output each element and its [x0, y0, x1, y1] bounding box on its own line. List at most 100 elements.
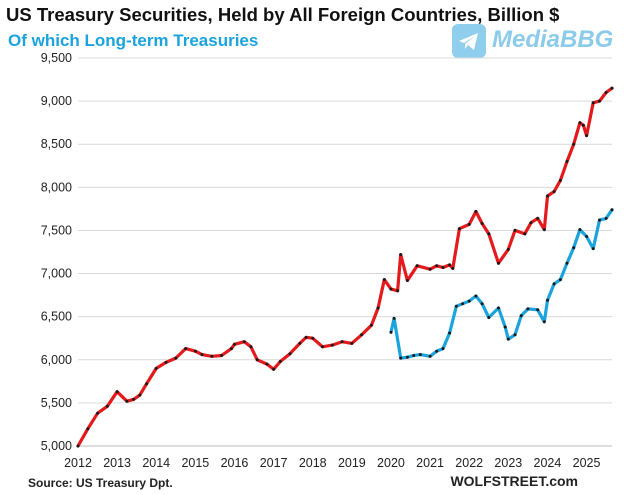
- data-point: [229, 347, 233, 351]
- data-point: [536, 216, 540, 220]
- y-tick-label: 5,000: [41, 439, 72, 453]
- data-point: [360, 333, 364, 337]
- data-point: [418, 353, 422, 357]
- data-point: [558, 278, 562, 282]
- x-tick-label: 2025: [573, 456, 601, 470]
- data-point: [265, 362, 269, 366]
- y-tick-label: 9,500: [41, 51, 72, 65]
- data-point: [435, 349, 439, 353]
- data-point: [389, 330, 393, 334]
- data-point: [115, 390, 119, 394]
- x-tick-label: 2024: [534, 456, 562, 470]
- data-point: [330, 343, 334, 347]
- watermark-text: MediaBBG: [492, 26, 614, 53]
- data-point: [598, 218, 601, 222]
- data-point: [249, 345, 253, 349]
- credit-text: WOLFSTREET.com: [450, 473, 578, 489]
- data-point: [340, 340, 344, 344]
- data-point: [451, 266, 455, 270]
- data-point: [105, 404, 109, 408]
- chart-title: US Treasury Securities, Held by All Fore…: [6, 4, 560, 25]
- y-tick-label: 7,000: [41, 267, 72, 281]
- data-point: [304, 335, 308, 339]
- data-point: [552, 190, 556, 194]
- data-point: [389, 287, 393, 291]
- x-tick-label: 2013: [103, 456, 131, 470]
- data-point: [585, 235, 589, 238]
- x-tick-label: 2022: [455, 456, 483, 470]
- x-tick-label: 2017: [260, 456, 288, 470]
- y-tick-label: 6,500: [41, 310, 72, 324]
- data-point: [572, 246, 576, 250]
- data-point: [435, 264, 439, 268]
- x-tick-label: 2014: [142, 456, 170, 470]
- data-point: [572, 142, 576, 146]
- x-tick-label: 2012: [64, 456, 92, 470]
- data-point: [513, 333, 517, 337]
- data-point: [412, 354, 416, 357]
- data-point: [503, 325, 507, 329]
- data-point: [272, 367, 276, 371]
- data-point: [369, 323, 373, 327]
- data-point: [497, 261, 500, 265]
- data-point: [610, 208, 614, 212]
- data-point: [405, 279, 409, 282]
- data-point: [467, 299, 471, 303]
- data-point: [565, 261, 569, 265]
- data-point: [164, 360, 168, 364]
- data-point: [255, 358, 259, 362]
- watermark: MediaBBG: [452, 24, 614, 58]
- y-tick-label: 9,000: [41, 94, 72, 108]
- data-point: [154, 366, 158, 370]
- data-point: [467, 222, 471, 226]
- data-point: [526, 307, 530, 311]
- data-point: [350, 341, 354, 345]
- data-point: [242, 340, 246, 344]
- data-point: [220, 354, 224, 357]
- data-point: [506, 247, 510, 251]
- data-point: [382, 278, 386, 282]
- data-point: [298, 341, 302, 345]
- data-point: [210, 354, 214, 358]
- data-point: [145, 382, 148, 386]
- series-line-total: [76, 86, 614, 448]
- data-point: [200, 353, 204, 357]
- data-point: [376, 306, 380, 310]
- data-point: [441, 347, 445, 351]
- data-point: [591, 247, 595, 251]
- chart-subtitle: Of which Long-term Treasuries: [8, 31, 259, 50]
- data-point: [558, 178, 562, 182]
- data-point: [399, 253, 403, 257]
- data-point: [487, 316, 491, 319]
- data-point: [76, 444, 80, 448]
- data-point: [542, 320, 546, 324]
- telegram-icon: [452, 24, 486, 58]
- data-point: [604, 91, 608, 94]
- data-point: [487, 232, 491, 236]
- y-tick-label: 8,000: [41, 180, 72, 194]
- data-point: [448, 263, 452, 267]
- x-tick-label: 2021: [416, 456, 444, 470]
- y-tick-label: 5,500: [41, 396, 72, 410]
- y-tick-label: 6,000: [41, 353, 72, 367]
- data-point: [125, 399, 129, 403]
- data-point: [546, 194, 549, 198]
- data-point: [513, 228, 517, 232]
- data-point: [585, 134, 589, 138]
- data-point: [405, 355, 409, 359]
- data-point: [86, 427, 90, 431]
- data-point: [506, 337, 510, 341]
- data-point: [565, 160, 569, 163]
- x-tick-label: 2016: [221, 456, 249, 470]
- data-point: [591, 101, 595, 105]
- x-tick-label: 2019: [338, 456, 366, 470]
- series-line-long_term: [389, 208, 614, 360]
- data-point: [581, 123, 585, 127]
- data-point: [480, 302, 484, 306]
- data-point: [578, 228, 582, 232]
- data-point: [321, 345, 324, 349]
- data-point: [474, 210, 478, 213]
- data-point: [132, 397, 136, 401]
- data-point: [536, 308, 540, 312]
